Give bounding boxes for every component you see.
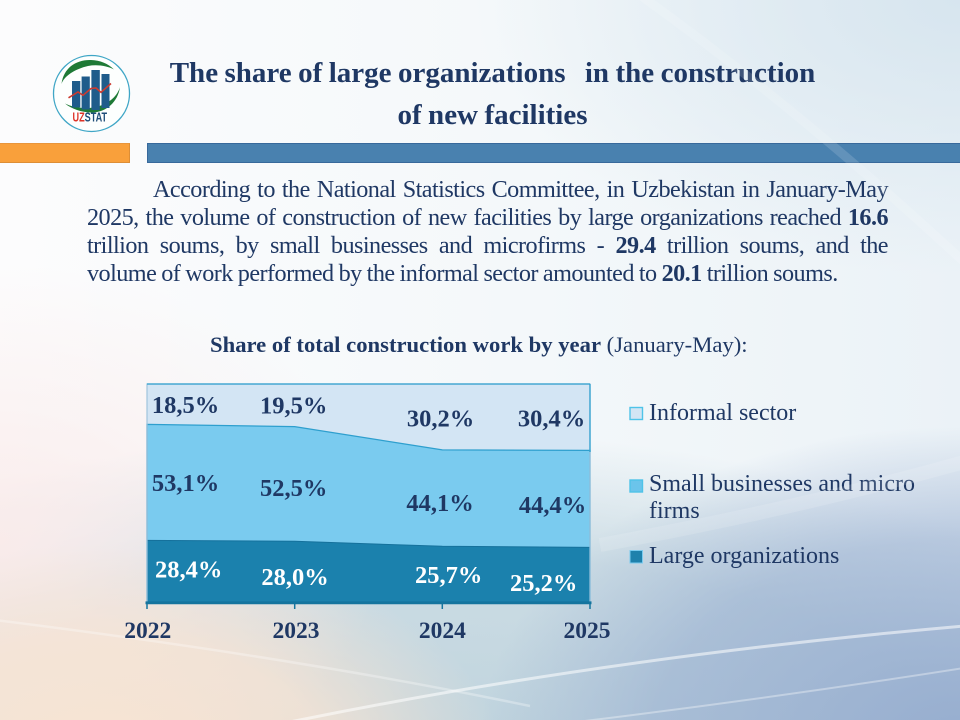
svg-text:19,5%: 19,5% — [260, 393, 327, 420]
svg-text:2023: 2023 — [273, 618, 320, 644]
svg-text:UZSTAT: UZSTAT — [73, 111, 108, 125]
svg-text:30,2%: 30,2% — [407, 405, 474, 432]
svg-text:25,2%: 25,2% — [510, 570, 577, 597]
svg-text:53,1%: 53,1% — [152, 470, 219, 497]
svg-text:28,0%: 28,0% — [261, 564, 328, 591]
svg-text:25,7%: 25,7% — [415, 562, 482, 589]
svg-text:30,4%: 30,4% — [518, 405, 585, 432]
svg-text:18,5%: 18,5% — [152, 392, 219, 419]
svg-text:44,4%: 44,4% — [519, 492, 586, 519]
svg-text:44,1%: 44,1% — [406, 490, 473, 517]
svg-text:52,5%: 52,5% — [260, 475, 327, 502]
svg-text:2022: 2022 — [124, 618, 171, 644]
svg-text:2024: 2024 — [419, 618, 466, 644]
svg-text:28,4%: 28,4% — [155, 557, 222, 584]
svg-text:2025: 2025 — [564, 618, 611, 644]
